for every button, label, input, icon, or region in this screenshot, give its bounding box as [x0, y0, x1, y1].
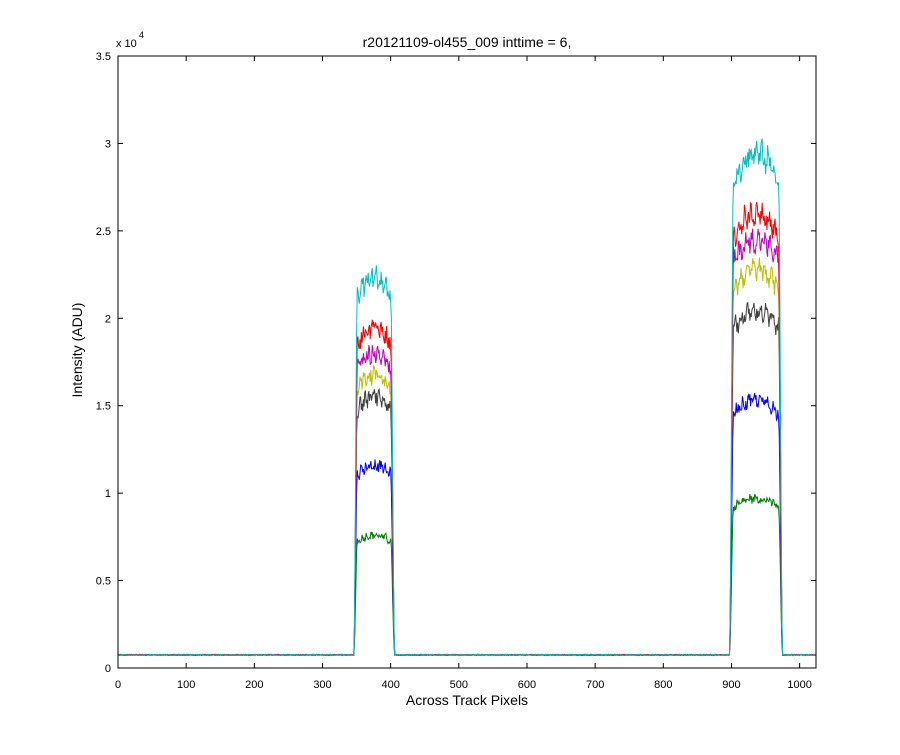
x-tick-label: 900 — [722, 679, 740, 691]
x-tick-label: 700 — [586, 679, 604, 691]
y-exponent-base: x 10 — [116, 38, 137, 50]
y-tick-label: 0 — [105, 663, 111, 675]
x-tick-label: 0 — [115, 679, 121, 691]
x-tick-label: 300 — [313, 679, 331, 691]
x-axis-label: Across Track Pixels — [406, 692, 528, 708]
x-tick-label: 400 — [381, 679, 399, 691]
plot-frame — [117, 55, 817, 669]
y-tick-label: 1.5 — [96, 401, 111, 413]
y-tick-label: 3.5 — [96, 51, 111, 63]
x-tick-label: 500 — [450, 679, 468, 691]
y-exponent-label: x 10 4 — [116, 30, 144, 50]
series-layer — [117, 138, 817, 657]
x-tick-label: 1000 — [787, 679, 811, 691]
y-tick-label: 0.5 — [96, 576, 111, 588]
x-tick-label: 600 — [518, 679, 536, 691]
y-tick-label: 1 — [105, 488, 111, 500]
chart-title: r20121109-ol455_009 inttime = 6, — [363, 34, 572, 50]
x-tick-label: 200 — [245, 679, 263, 691]
plot-area — [118, 56, 816, 668]
series-line — [117, 138, 817, 657]
axis-ticks: 0 100 200 300 400 500 600 700 800 900 1000 0 0.5 1 1.5… — [96, 51, 816, 691]
x-tick-label: 800 — [654, 679, 672, 691]
y-tick-label: 2 — [105, 313, 111, 325]
x-tick-label: 100 — [177, 679, 195, 691]
y-tick-label: 2.5 — [96, 226, 111, 238]
y-axis-label: Intensity (ADU) — [69, 303, 85, 398]
y-exponent-power: 4 — [139, 30, 144, 40]
y-tick-label: 3 — [105, 138, 111, 150]
